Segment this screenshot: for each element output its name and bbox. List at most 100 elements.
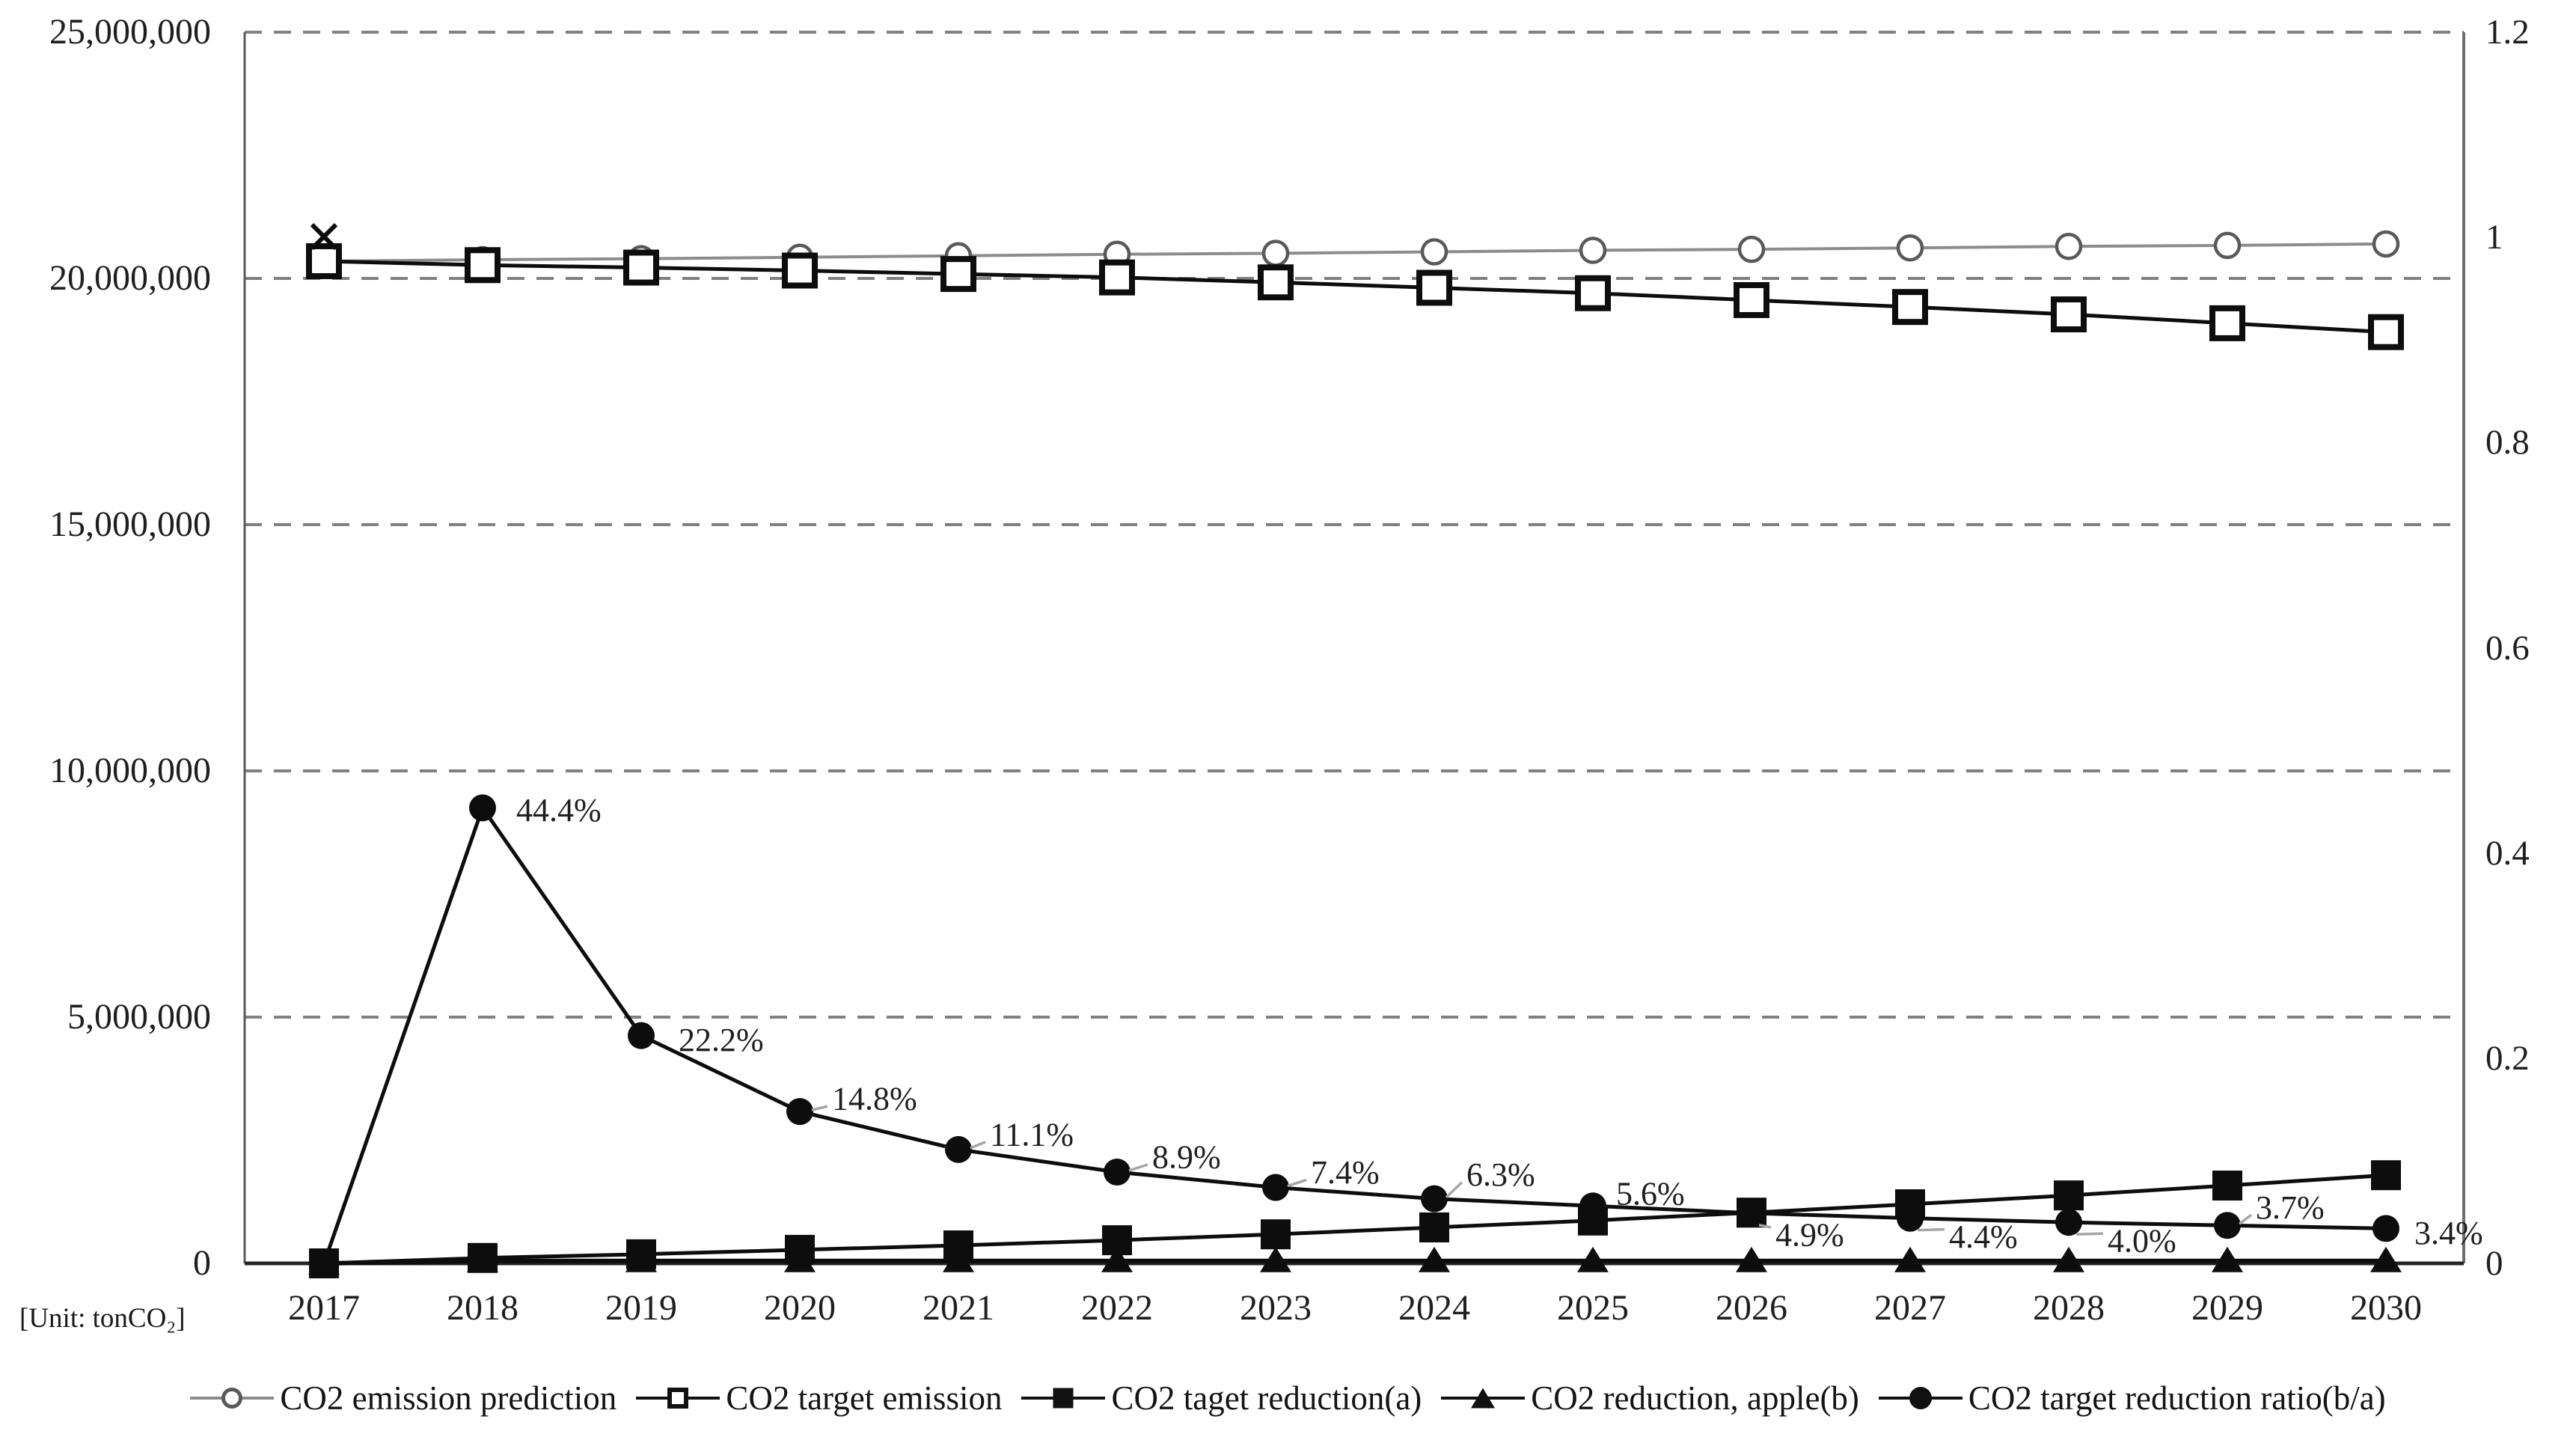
open-circle-legend-marker-icon <box>190 1383 275 1413</box>
right-axis-tick: 1.2 <box>2485 13 2530 52</box>
marker-target-emission <box>2368 314 2404 350</box>
marker-emission-prediction <box>2372 230 2400 258</box>
label-leader-line <box>1128 1163 1148 1172</box>
marker-reduction-ratio <box>2372 1215 2399 1242</box>
x-axis-tick: 2018 <box>447 1288 518 1328</box>
filled-circle-legend-marker-icon <box>1878 1383 1962 1413</box>
legend-item-reduction-ratio: CO2 target reduction ratio(b/a) <box>1878 1379 2386 1418</box>
label-leader-line <box>2238 1213 2253 1225</box>
x-axis-tick: 2023 <box>1240 1288 1312 1328</box>
label-leader-line <box>1758 1224 1772 1229</box>
marker-reduction-ratio <box>945 1135 972 1163</box>
legend-label: CO2 reduction, apple(b) <box>1531 1379 1859 1417</box>
left-axis-tick: 25,000,000 <box>49 12 211 52</box>
ratio-point-label: 14.8% <box>832 1081 917 1117</box>
ratio-point-label: 3.7% <box>2256 1189 2325 1226</box>
marker-reduction-apple-b <box>1577 1246 1609 1272</box>
legend-item-reduction-apple-b: CO2 reduction, apple(b) <box>1441 1379 1859 1418</box>
marker-reduction-apple-b <box>1260 1246 1291 1272</box>
axis-unit-label: [Unit: tonCO₂] <box>19 1303 186 1334</box>
ratio-point-label: 11.1% <box>990 1116 1074 1153</box>
ratio-point-label: 3.4% <box>2414 1215 2483 1251</box>
ratio-point-label: 5.6% <box>1616 1176 1685 1212</box>
ratio-point-label: 4.0% <box>2108 1223 2176 1260</box>
marker-target-reduction-a <box>626 1239 656 1269</box>
right-axis-tick: 0.6 <box>2485 628 2530 668</box>
marker-reduction-ratio <box>1104 1158 1131 1186</box>
left-axis-tick: 20,000,000 <box>49 258 211 298</box>
left-axis-tick: 0 <box>193 1243 211 1283</box>
marker-reduction-apple-b <box>2370 1246 2402 1272</box>
series-emission-prediction-line <box>323 242 2387 263</box>
legend-label: CO2 taget reduction(a) <box>1111 1379 1422 1417</box>
series-reduction-apple-b-line <box>323 1258 2386 1266</box>
x-axis-tick: 2024 <box>1398 1288 1470 1328</box>
right-axis-tick: 0.4 <box>2485 833 2530 873</box>
ratio-point-label: 6.3% <box>1466 1156 1535 1193</box>
x-axis-tick: 2021 <box>923 1288 994 1328</box>
open-square-legend-marker-icon <box>636 1383 721 1413</box>
x-marker-icon <box>310 222 338 251</box>
legend-item-emission-prediction: CO2 emission prediction <box>190 1379 617 1418</box>
marker-emission-prediction <box>2055 232 2083 260</box>
marker-reduction-ratio <box>2055 1209 2082 1236</box>
triangle-legend-marker-icon <box>1441 1383 1526 1413</box>
marker-reduction-ratio <box>469 794 496 822</box>
ratio-point-label: 7.4% <box>1311 1154 1380 1191</box>
marker-target-reduction-a <box>1737 1198 1766 1228</box>
right-axis-tick: 0.2 <box>2485 1038 2530 1078</box>
marker-target-emission <box>940 256 976 293</box>
marker-target-reduction-a <box>785 1234 815 1265</box>
ratio-point-label: 4.4% <box>1949 1218 2018 1255</box>
marker-target-emission <box>782 252 818 289</box>
marker-target-reduction-a <box>468 1242 498 1273</box>
marker-emission-prediction <box>2213 231 2242 260</box>
marker-reduction-ratio <box>2214 1212 2241 1239</box>
x-axis-tick: 2017 <box>288 1288 360 1328</box>
marker-target-reduction-a <box>2371 1160 2401 1191</box>
legend-label: CO2 target emission <box>726 1379 1003 1417</box>
marker-emission-prediction <box>1420 238 1448 266</box>
marker-emission-prediction <box>1261 240 1290 267</box>
left-axis-tick: 5,000,000 <box>67 997 211 1037</box>
marker-reduction-ratio <box>786 1098 813 1126</box>
marker-target-reduction-a <box>1102 1225 1132 1256</box>
marker-target-emission <box>623 249 659 286</box>
marker-reduction-apple-b <box>1101 1246 1133 1272</box>
x-axis-tick: 2030 <box>2350 1288 2422 1328</box>
marker-reduction-apple-b <box>1419 1246 1450 1272</box>
marker-target-emission <box>1416 269 1452 306</box>
legend-label: CO2 emission prediction <box>280 1379 617 1417</box>
marker-target-reduction-a <box>1895 1189 1925 1220</box>
marker-target-emission <box>1258 264 1294 301</box>
left-axis-tick: 15,000,000 <box>49 504 211 544</box>
legend-label: CO2 target reduction ratio(b/a) <box>1968 1379 2386 1417</box>
ratio-point-label: 44.4% <box>516 792 602 829</box>
ratio-point-label: 22.2% <box>679 1022 764 1058</box>
marker-target-emission <box>1099 259 1135 296</box>
marker-emission-prediction <box>1896 234 1924 262</box>
x-axis-tick: 2027 <box>1874 1288 1946 1328</box>
x-axis-tick: 2019 <box>605 1288 677 1328</box>
marker-target-emission <box>2209 305 2245 341</box>
ratio-point-label: 8.9% <box>1152 1138 1221 1175</box>
label-leader-line <box>1287 1178 1307 1188</box>
label-leader-line <box>2075 1232 2104 1236</box>
left-axis-tick: 10,000,000 <box>49 751 211 790</box>
marker-target-emission <box>2051 296 2087 333</box>
marker-emission-prediction <box>1579 237 1607 264</box>
ratio-point-label: 4.9% <box>1775 1216 1844 1253</box>
legend-item-target-reduction-a: CO2 taget reduction(a) <box>1021 1379 1422 1418</box>
marker-target-reduction-a <box>309 1248 339 1278</box>
series-target-emission-line <box>323 259 2387 335</box>
series-target-reduction-a-line <box>323 1173 2387 1266</box>
marker-reduction-apple-b <box>1736 1246 1767 1272</box>
legend-item-target-emission: CO2 target emission <box>636 1379 1002 1418</box>
marker-target-emission <box>1734 281 1769 318</box>
marker-target-reduction-a <box>2212 1171 2242 1201</box>
label-leader-line <box>970 1141 986 1150</box>
marker-reduction-apple-b <box>2212 1246 2243 1272</box>
marker-target-emission <box>1575 275 1611 311</box>
